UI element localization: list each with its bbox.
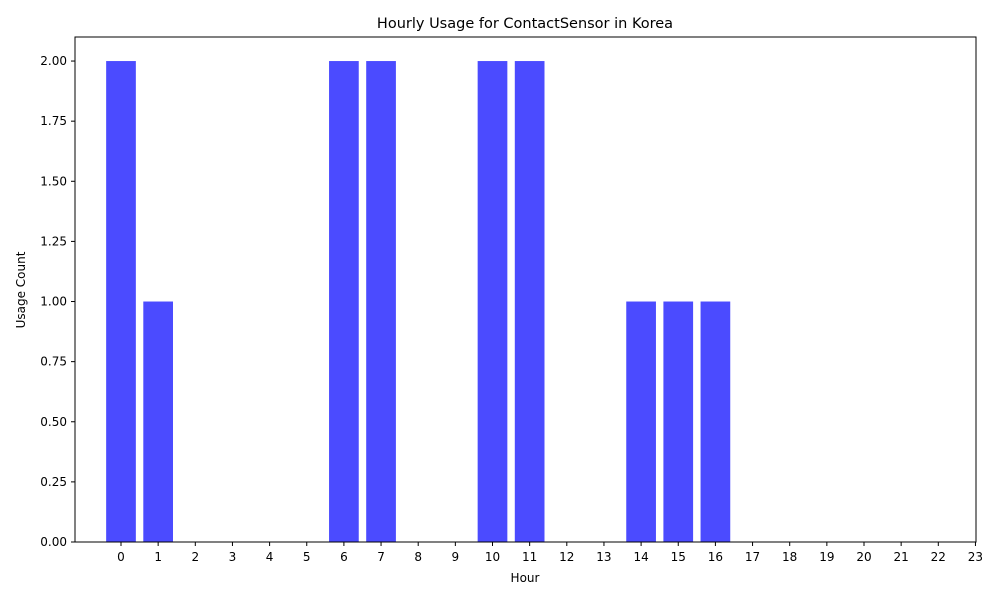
x-tick-label-19: 19 <box>819 550 834 564</box>
y-tick-label-1.00: 1.00 <box>40 295 67 309</box>
x-axis: 0 1 2 3 4 5 6 7 8 9 10 11 12 13 14 15 16 17 18 19 20 21 22 23 <box>117 542 983 564</box>
y-tick-label-0.00: 0.00 <box>40 535 67 549</box>
bar-hour-15 <box>663 301 694 542</box>
x-tick-label-20: 20 <box>856 550 871 564</box>
y-tick-label-0.50: 0.50 <box>40 415 67 429</box>
x-tick-label-3: 3 <box>229 550 237 564</box>
x-tick-label-8: 8 <box>414 550 422 564</box>
bars-group <box>106 61 731 543</box>
bar-hour-11 <box>514 61 545 543</box>
y-axis: 0.00 0.25 0.50 0.75 1.00 1.25 1.50 1.75 2.00 <box>40 54 75 549</box>
bar-hour-14 <box>626 301 656 542</box>
x-tick-label-21: 21 <box>894 550 909 564</box>
x-tick-label-7: 7 <box>377 550 385 564</box>
x-tick-label-22: 22 <box>931 550 946 564</box>
x-tick-label-13: 13 <box>596 550 611 564</box>
x-tick-label-0: 0 <box>117 550 125 564</box>
x-tick-label-11: 11 <box>522 550 537 564</box>
bar-hour-10 <box>477 61 508 543</box>
x-tick-label-23: 23 <box>968 550 983 564</box>
bar-hour-0 <box>106 61 136 543</box>
x-tick-label-10: 10 <box>485 550 500 564</box>
x-tick-label-18: 18 <box>782 550 797 564</box>
bar-hour-16 <box>700 301 731 542</box>
y-tick-label-1.25: 1.25 <box>40 234 67 248</box>
y-tick-label-1.75: 1.75 <box>40 114 67 128</box>
y-tick-label-0.25: 0.25 <box>40 475 67 489</box>
x-tick-label-5: 5 <box>303 550 311 564</box>
chart-title: Hourly Usage for ContactSensor in Korea <box>377 16 673 32</box>
bar-hour-6 <box>329 61 359 543</box>
x-tick-label-16: 16 <box>708 550 723 564</box>
y-tick-label-2.00: 2.00 <box>40 54 67 68</box>
x-tick-label-12: 12 <box>559 550 574 564</box>
y-tick-label-0.75: 0.75 <box>40 355 67 369</box>
x-tick-label-6: 6 <box>340 550 348 564</box>
x-axis-label: Hour <box>511 571 540 585</box>
y-tick-label-1.50: 1.50 <box>40 174 67 188</box>
bar-hour-7 <box>366 61 396 543</box>
x-tick-label-9: 9 <box>452 550 460 564</box>
x-tick-label-1: 1 <box>154 550 162 564</box>
y-axis-label: Usage Count <box>14 251 28 328</box>
bar-hour-1 <box>143 301 173 542</box>
x-tick-label-17: 17 <box>745 550 760 564</box>
plot-frame <box>74 36 977 543</box>
x-tick-label-15: 15 <box>671 550 686 564</box>
x-tick-label-14: 14 <box>633 550 648 564</box>
x-tick-label-4: 4 <box>266 550 274 564</box>
x-tick-label-2: 2 <box>191 550 199 564</box>
